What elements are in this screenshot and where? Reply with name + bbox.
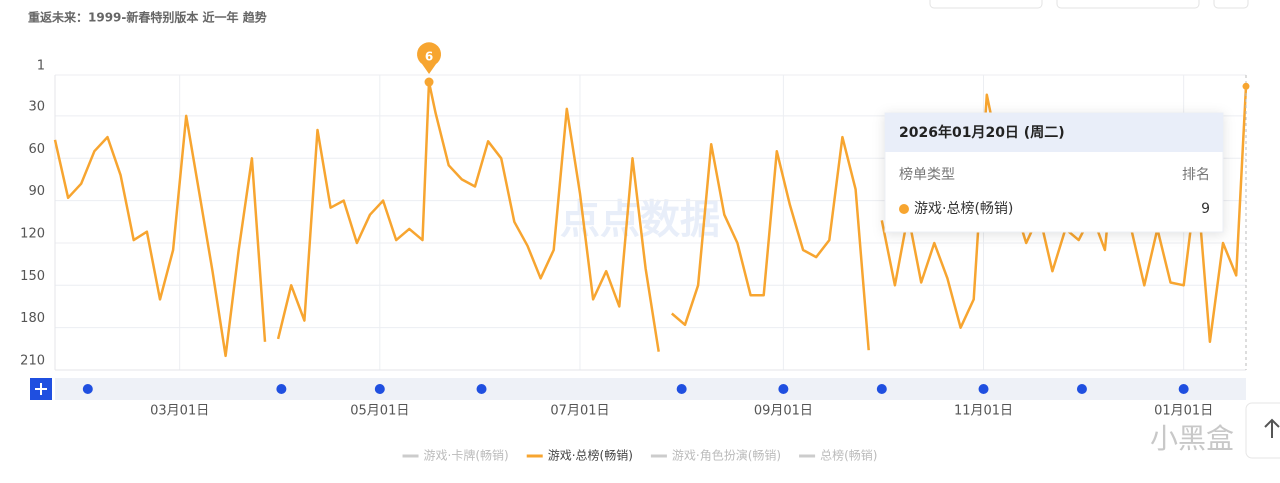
series-line <box>53 80 1248 358</box>
legend: 游戏·卡牌(畅销) 游戏·总榜(畅销) 游戏·角色扮演(畅销) 总榜(畅销) <box>402 448 877 463</box>
watermark: 小黑盒 <box>1150 422 1234 455</box>
x-tick-label: 07月01日 <box>550 404 609 419</box>
event-dot <box>276 384 287 394</box>
legend-label: 总榜(畅销) <box>820 448 877 463</box>
legend-label: 游戏·角色扮演(畅销) <box>672 448 781 463</box>
tooltip-swatch <box>899 204 909 214</box>
legend-label: 游戏·总榜(畅销) <box>548 448 633 463</box>
event-dot <box>876 384 887 394</box>
event-dot <box>676 384 687 394</box>
x-tick-label: 11月01日 <box>954 404 1013 419</box>
slider-track[interactable] <box>55 378 1246 400</box>
peak-label: 6 <box>425 50 433 64</box>
top-button[interactable] <box>1213 0 1249 9</box>
event-dot <box>476 384 487 394</box>
top-button[interactable] <box>1056 0 1200 9</box>
x-tick-label: 01月01日 <box>1154 404 1213 419</box>
legend-item[interactable]: 游戏·角色扮演(畅销) <box>650 448 781 463</box>
event-dot <box>978 384 989 394</box>
scroll-top-button[interactable] <box>1245 402 1280 459</box>
legend-item[interactable]: 总榜(畅销) <box>799 448 877 463</box>
tooltip: 2026年01月20日 (周二) 榜单类型 排名 游戏·总榜(畅销) 9 <box>884 112 1224 233</box>
peak-point <box>424 77 434 87</box>
tooltip-title: 2026年01月20日 (周二) <box>899 124 1065 141</box>
y-tick-label: 60 <box>28 142 45 157</box>
x-tick-label: 05月01日 <box>350 404 409 419</box>
y-tick-label: 210 <box>20 354 45 369</box>
legend-label: 游戏·卡牌(畅销) <box>424 449 509 463</box>
hover-point <box>1242 82 1250 90</box>
legend-item[interactable]: 游戏·总榜(畅销) <box>526 448 633 463</box>
tooltip-col: 榜单类型 <box>899 166 955 183</box>
legend-item[interactable]: 游戏·卡牌(畅销) <box>402 449 509 463</box>
x-tick-label: 09月01日 <box>754 404 813 419</box>
tooltip-row-value: 9 <box>1201 201 1210 217</box>
event-dot <box>778 384 789 394</box>
x-tick-label: 03月01日 <box>150 404 209 419</box>
tooltip-col: 排名 <box>1182 167 1210 183</box>
peak-pin <box>417 42 442 75</box>
y-tick-label: 150 <box>20 269 45 284</box>
add-icon <box>35 383 47 395</box>
arrow-icon <box>1264 418 1280 438</box>
y-tick-label: 30 <box>28 99 45 114</box>
y-tick-label: 1 <box>37 59 45 74</box>
event-dot <box>1076 384 1087 394</box>
event-dot <box>374 384 385 394</box>
y-tick-label: 90 <box>28 184 45 199</box>
y-tick-label: 180 <box>20 311 45 326</box>
event-dot <box>82 384 93 394</box>
top-button[interactable] <box>929 0 1043 9</box>
chart-title: 重返未来：1999-新春特别版本 近一年 趋势 <box>28 10 267 25</box>
event-dot <box>1178 384 1189 394</box>
y-tick-label: 120 <box>20 226 45 241</box>
tooltip-header <box>885 113 1223 152</box>
tooltip-row-name: 游戏·总榜(畅销) <box>914 200 1013 217</box>
